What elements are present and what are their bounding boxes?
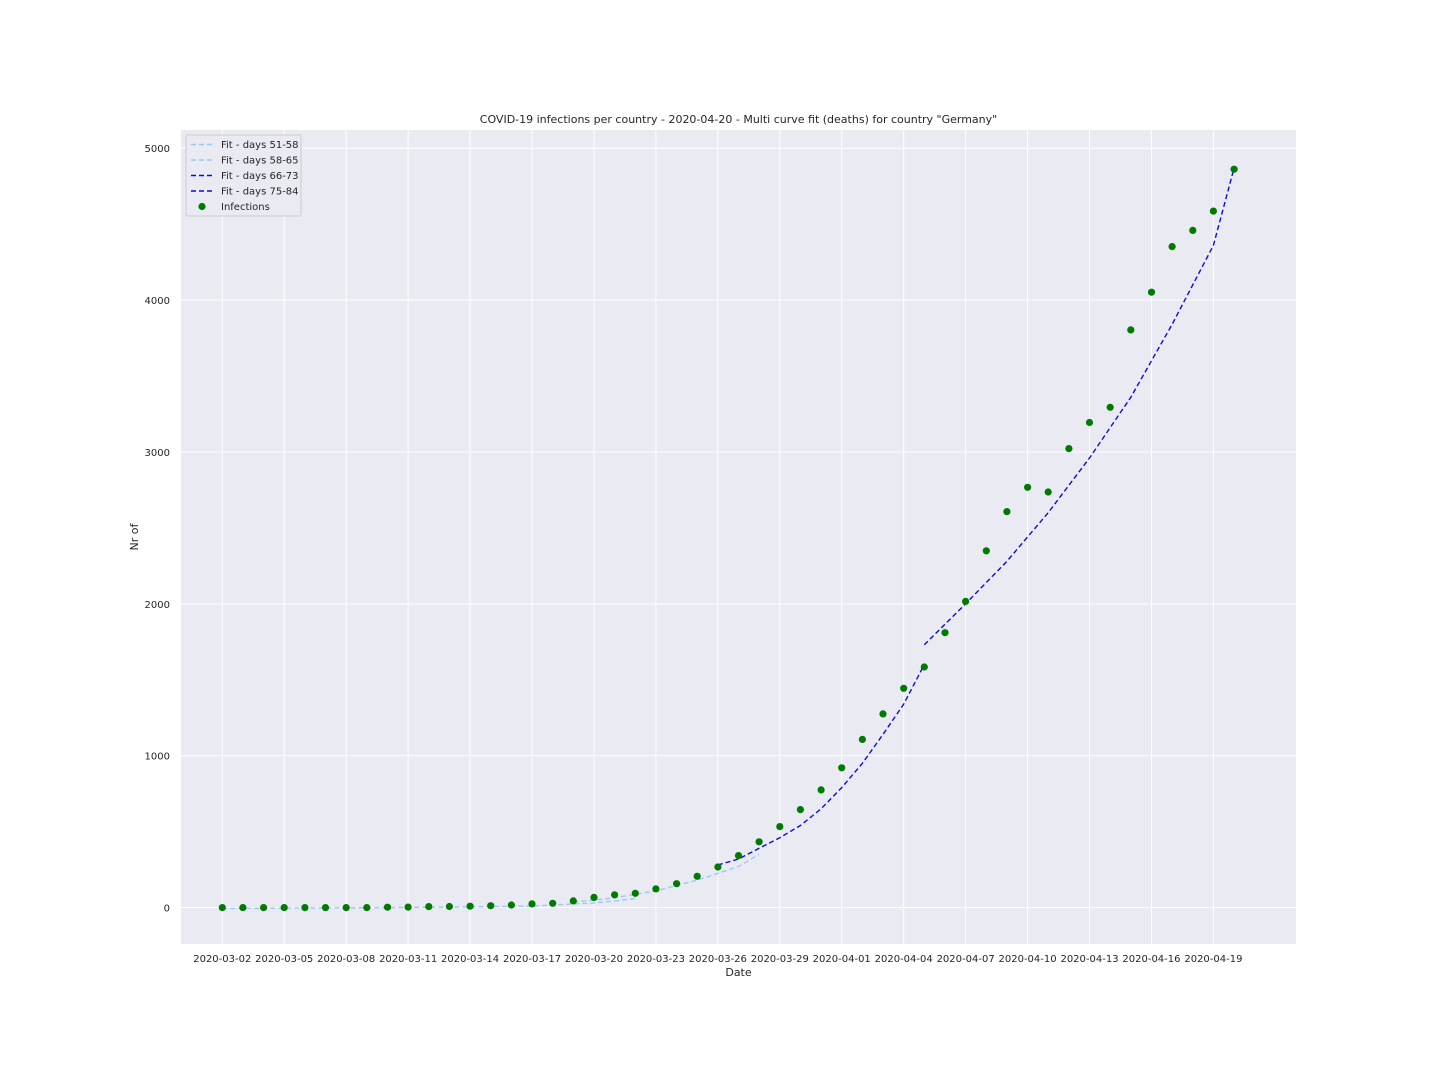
- infection-point: [239, 904, 247, 912]
- x-tick-label: 2020-04-01: [813, 954, 871, 965]
- y-tick-label: 2000: [145, 600, 170, 611]
- fit-line-series-3: [923, 167, 1235, 646]
- infection-point: [569, 897, 577, 905]
- x-tick-label: 2020-04-10: [999, 954, 1057, 965]
- legend-frame: [185, 134, 302, 217]
- x-tick-label: 2020-03-14: [441, 954, 499, 965]
- infection-point: [900, 684, 908, 692]
- infection-point: [280, 904, 288, 912]
- infection-point: [507, 901, 515, 909]
- infection-point: [693, 872, 701, 880]
- infection-point: [631, 889, 639, 897]
- infection-point: [611, 891, 619, 899]
- infection-point: [301, 904, 309, 912]
- infection-point: [817, 786, 825, 794]
- y-tick-label: 4000: [145, 296, 170, 307]
- x-axis-ticks: 2020-03-02 2020-03-05 2020-03-08 2020-03-11…: [193, 954, 1242, 965]
- infection-point: [445, 902, 453, 911]
- infection-point: [321, 904, 330, 912]
- infection-point: [549, 899, 557, 907]
- x-tick-label: 2020-04-07: [937, 954, 995, 965]
- infection-point: [383, 903, 392, 911]
- legend-entry-label: Fit - days 75-84: [221, 187, 299, 198]
- infection-point: [941, 629, 949, 637]
- x-tick-label: 2020-04-13: [1060, 954, 1118, 965]
- y-tick-label: 0: [164, 904, 170, 915]
- infection-point: [982, 547, 990, 555]
- infection-point: [487, 902, 495, 910]
- infection-point: [1106, 403, 1114, 411]
- infection-point: [363, 904, 371, 912]
- infection-point: [920, 663, 928, 671]
- infection-point: [838, 764, 846, 772]
- infection-point: [1147, 288, 1156, 296]
- infection-point: [1024, 483, 1032, 491]
- plot-area: [181, 130, 1296, 944]
- infection-point: [1189, 226, 1197, 234]
- infection-point: [1044, 488, 1052, 496]
- x-tick-label: 2020-03-26: [689, 954, 747, 965]
- infection-point: [1168, 243, 1176, 251]
- legend-entry-label: Infections: [221, 202, 270, 213]
- y-axis-ticks: 0 1000 2000 3000 4000 5000: [145, 144, 170, 914]
- x-tick-label: 2020-04-19: [1184, 954, 1242, 965]
- y-tick-label: 5000: [145, 144, 170, 155]
- legend-dot-swatch: [198, 202, 206, 211]
- chart-title: COVID-19 infections per country - 2020-0…: [480, 113, 997, 126]
- infection-point: [1065, 445, 1073, 453]
- infection-point: [425, 903, 433, 911]
- x-tick-label: 2020-03-08: [317, 954, 375, 965]
- infection-point: [466, 902, 474, 910]
- fit-line-series-2: [717, 664, 925, 866]
- infection-point: [652, 885, 660, 893]
- x-tick-label: 2020-04-04: [875, 954, 933, 965]
- x-tick-label: 2020-03-02: [193, 954, 251, 965]
- x-axis-label: Date: [725, 966, 752, 979]
- infection-point: [1230, 165, 1238, 173]
- infection-point: [528, 900, 536, 908]
- grid-lines: [181, 130, 1296, 944]
- infection-point: [879, 710, 887, 718]
- infection-point: [218, 904, 226, 912]
- infection-point: [714, 863, 722, 871]
- infection-point: [734, 852, 743, 860]
- legend-entry-label: Fit - days 66-73: [221, 171, 299, 182]
- legend-entry-label: Fit - days 51-58: [221, 140, 299, 151]
- infection-point: [260, 904, 268, 912]
- infection-point: [962, 597, 970, 606]
- y-tick-label: 3000: [145, 448, 170, 459]
- x-tick-label: 2020-03-11: [379, 954, 437, 965]
- infection-point: [590, 893, 598, 902]
- legend-entry-label: Fit - days 58-65: [221, 156, 299, 167]
- x-tick-label: 2020-04-16: [1122, 954, 1180, 965]
- infection-point: [858, 735, 867, 744]
- infection-point: [1085, 418, 1094, 427]
- x-tick-label: 2020-03-05: [255, 954, 313, 965]
- x-tick-label: 2020-03-23: [627, 954, 685, 965]
- series-layer: [218, 165, 1238, 912]
- infection-point: [404, 903, 412, 911]
- infection-point: [796, 806, 805, 814]
- y-tick-label: 1000: [145, 752, 170, 763]
- infection-point: [1127, 326, 1135, 334]
- legend: Fit - days 51-58 Fit - days 58-65 Fit - da…: [185, 134, 302, 217]
- infection-point: [342, 904, 350, 912]
- infection-point: [776, 823, 784, 831]
- x-tick-label: 2020-03-17: [503, 954, 561, 965]
- y-axis-label: Nr of: [128, 522, 141, 550]
- x-tick-label: 2020-03-29: [751, 954, 809, 965]
- infection-point: [1003, 508, 1011, 516]
- infection-point: [1209, 207, 1217, 215]
- infection-point: [673, 880, 681, 888]
- infection-point: [755, 838, 763, 846]
- x-tick-label: 2020-03-20: [565, 954, 623, 965]
